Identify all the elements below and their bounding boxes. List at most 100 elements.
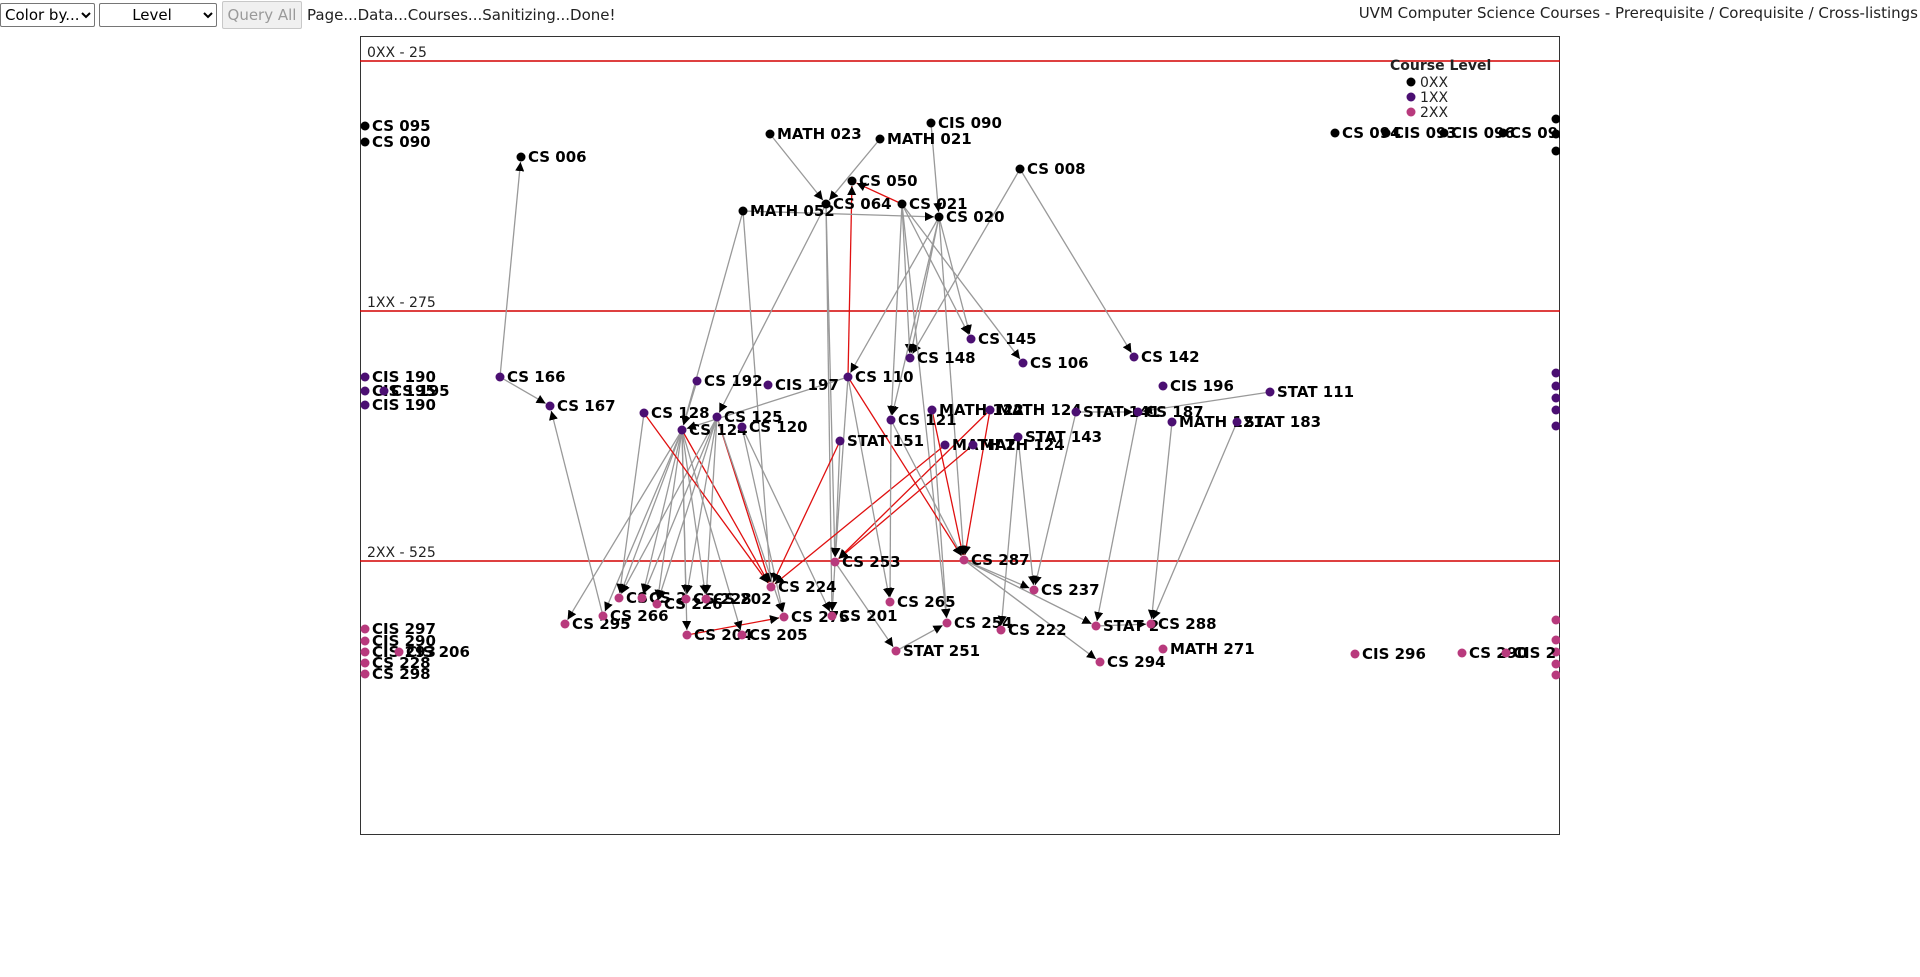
course-node-dot[interactable] [360,121,370,131]
course-node-dot[interactable] [1167,417,1177,427]
course-node-dot[interactable] [885,597,895,607]
course-node-dot[interactable] [516,152,526,162]
course-node-dot[interactable] [1158,381,1168,391]
course-node[interactable]: STAT 151 [835,432,925,450]
course-node[interactable]: CS 298 [360,665,431,683]
course-node[interactable]: CIS 297 [360,620,436,638]
course-node-dot[interactable] [835,436,845,446]
course-node-dot[interactable] [1551,393,1561,403]
course-node-dot[interactable] [701,594,711,604]
course-node-dot[interactable] [598,611,608,621]
course-node[interactable]: MATH 2 [940,436,1016,454]
course-node-dot[interactable] [996,625,1006,635]
course-node[interactable]: CS 145 [966,330,1037,348]
course-node[interactable]: CS 148 [905,349,976,367]
course-node-dot[interactable] [779,612,789,622]
course-node-dot[interactable] [637,593,647,603]
course-node-dot[interactable] [712,412,722,422]
course-node-dot[interactable] [495,372,505,382]
course-node[interactable]: CS 294 [1095,653,1166,671]
course-node-dot[interactable] [681,594,691,604]
course-node[interactable]: STAT 143 [1013,428,1103,446]
course-node[interactable]: CS 275 [779,608,850,626]
course-node-dot[interactable] [847,176,857,186]
color-by-select[interactable]: Color by... [0,3,95,27]
course-node-dot[interactable] [360,372,370,382]
course-node-dot[interactable] [1551,670,1561,680]
course-node-dot[interactable] [360,658,370,668]
course-node[interactable]: MATH 052 [738,202,835,220]
course-node[interactable]: CS 120 [737,418,808,436]
course-node[interactable]: CS 265 [885,593,956,611]
course-node-dot[interactable] [1551,659,1561,669]
course-node-dot[interactable] [360,386,370,396]
course-node-dot[interactable] [1551,615,1561,625]
course-node-dot[interactable] [897,199,907,209]
course-node[interactable]: CS 110 [843,368,914,386]
course-node-dot[interactable] [379,386,389,396]
course-node-dot[interactable] [830,557,840,567]
course-node[interactable]: CS 064 [821,195,892,213]
course-node[interactable]: CS 287 [959,551,1030,569]
course-node-dot[interactable] [1551,421,1561,431]
course-node[interactable]: CIS 296 [1350,645,1426,663]
course-node[interactable]: MATH 021 [875,130,972,148]
course-node-dot[interactable] [1381,128,1391,138]
course-node-dot[interactable] [1133,407,1143,417]
course-node-dot[interactable] [1129,352,1139,362]
course-node-dot[interactable] [1146,619,1156,629]
course-node-dot[interactable] [966,334,976,344]
course-node-dot[interactable] [1558,132,1561,141]
course-node-dot[interactable] [737,630,747,640]
course-node-dot[interactable] [1551,114,1561,124]
course-node[interactable]: CS 195 [379,382,450,400]
course-node-dot[interactable] [886,415,896,425]
level-select[interactable]: Level [99,3,217,27]
course-node-dot[interactable] [891,646,901,656]
course-node-dot[interactable] [560,619,570,629]
course-node[interactable]: CS 142 [1129,348,1200,366]
course-node[interactable]: MATH 124 [968,436,1065,454]
course-node-dot[interactable] [682,630,692,640]
course-node[interactable]: MATH 122 [927,401,1024,419]
course-node[interactable]: CS 125 [712,408,783,426]
course-node[interactable]: CIS 290 [360,632,436,650]
course-node[interactable]: STAT 141 [1071,403,1161,421]
course-node-dot[interactable] [360,624,370,634]
course-node-dot[interactable] [821,199,831,209]
course-node-dot[interactable] [1439,128,1449,138]
course-node-dot[interactable] [926,118,936,128]
course-node[interactable]: CS 167 [545,397,616,415]
course-node-dot[interactable] [763,380,773,390]
course-node-dot[interactable] [1095,657,1105,667]
course-node-dot[interactable] [738,206,748,216]
course-node[interactable]: CS 204 [682,626,753,644]
course-node-dot[interactable] [1551,635,1561,645]
course-node[interactable]: CIS 190 [360,368,436,386]
course-node[interactable]: CS 094 [1330,124,1401,142]
course-node-dot[interactable] [1551,146,1561,156]
course-node[interactable]: CS 237 [1029,581,1100,599]
course-node-dot[interactable] [614,593,624,603]
course-node-dot[interactable] [1013,432,1023,442]
course-node[interactable]: CS 008 [1015,160,1086,178]
course-node-dot[interactable] [1018,358,1028,368]
course-node-dot[interactable] [934,212,944,222]
course-node[interactable]: CIS 195 [360,382,436,400]
course-node[interactable]: CS 121 [886,411,957,429]
course-node[interactable]: STAT 111 [1265,383,1355,401]
course-node[interactable]: CS 205 [737,626,808,644]
course-node-dot[interactable] [765,129,775,139]
course-node-dot[interactable] [1091,621,1101,631]
course-node[interactable]: CS 266 [598,607,669,625]
course-node[interactable]: CS 050 [847,172,918,190]
course-node-dot[interactable] [360,137,370,147]
course-node[interactable]: CS 021 [897,195,968,213]
course-node-dot[interactable] [360,636,370,646]
course-node-dot[interactable] [1551,368,1561,378]
course-node-dot[interactable] [968,440,978,450]
course-node-dot[interactable] [985,405,995,415]
course-node-dot[interactable] [545,401,555,411]
course-node[interactable]: CS 09 [1498,124,1559,142]
